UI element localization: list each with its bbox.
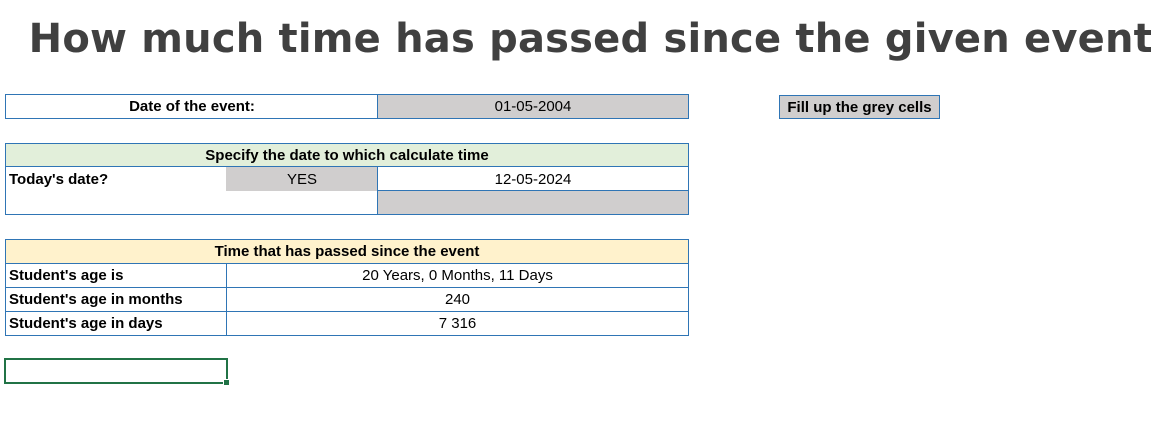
specify-header: Specify the date to which calculate time [5, 143, 689, 167]
result-row-label: Student's age is [5, 264, 227, 288]
result-row-value: 20 Years, 0 Months, 11 Days [226, 264, 689, 288]
result-row-value: 240 [226, 288, 689, 312]
result-row-label: Student's age in months [5, 288, 227, 312]
today-date-value: 12-05-2024 [377, 167, 689, 191]
event-date-label: Date of the event: [5, 94, 378, 119]
result-header: Time that has passed since the event [5, 239, 689, 264]
result-row-value: 7 316 [226, 312, 689, 336]
result-row-label: Student's age in days [5, 312, 227, 336]
today-date-label: Today's date? [5, 167, 226, 191]
specify-empty-cell [5, 191, 378, 215]
custom-date-input[interactable] [377, 190, 689, 215]
page-title: How much time has passed since the given… [28, 16, 1151, 62]
active-cell-selection[interactable] [4, 358, 230, 386]
today-date-choice[interactable]: YES [226, 167, 378, 191]
fill-handle[interactable] [223, 379, 230, 386]
hint-note: Fill up the grey cells [779, 95, 940, 119]
event-date-input[interactable]: 01-05-2004 [377, 94, 689, 119]
